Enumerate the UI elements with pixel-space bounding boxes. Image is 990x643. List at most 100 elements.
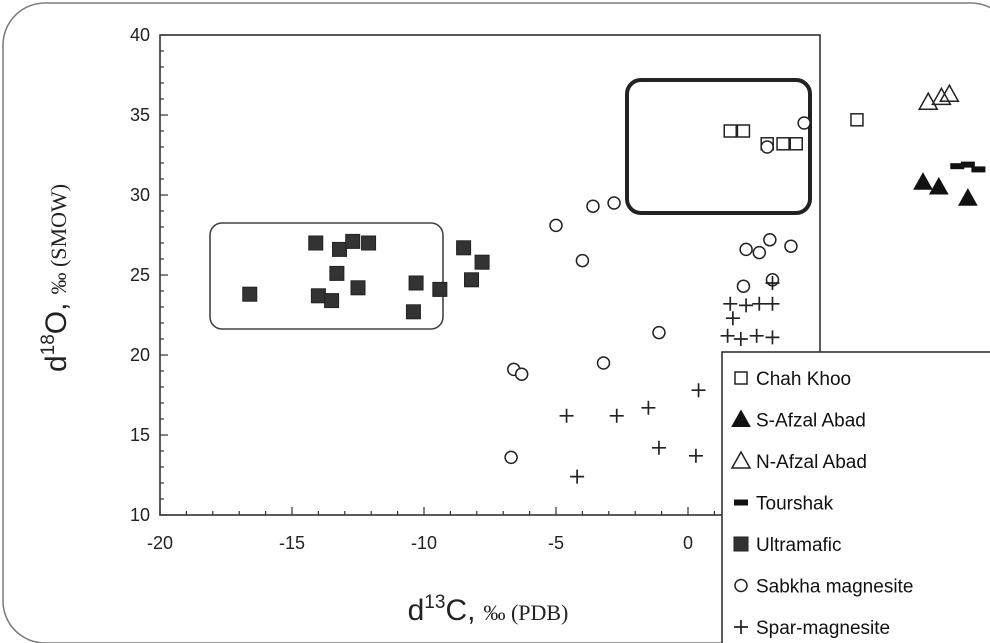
x-tick-label: -15: [279, 533, 305, 553]
point-sabkha-magnesite: [652, 325, 666, 340]
point-ultramafic: [324, 293, 340, 309]
x-axis-title: d13C, ‰ (PDB): [408, 592, 569, 627]
point-ultramafic: [456, 240, 472, 256]
point-spar-magnesite: [559, 408, 574, 423]
series-spar-magnesite: [559, 276, 780, 484]
point-spar-magnesite: [765, 330, 780, 345]
legend-label: Spar-magnesite: [756, 618, 890, 639]
point-sabkha-magnesite: [736, 279, 751, 293]
y-tick-label: 10: [130, 505, 150, 525]
legend-label: Chah Khoo: [756, 369, 851, 390]
x-axis-title-rest: C,: [445, 594, 475, 627]
point-ultramafic: [345, 233, 361, 249]
legend-marker-ultramafic: [733, 536, 749, 552]
point-sabkha-magnesite: [586, 199, 600, 213]
y-axis-title: d18O, ‰ (SMOW): [38, 184, 73, 372]
point-spar-magnesite: [570, 469, 585, 484]
legend-box: [721, 351, 990, 643]
point-sabkha-magnesite: [596, 356, 611, 370]
point-ultramafic: [329, 265, 345, 281]
data-points: [242, 83, 986, 484]
point-ultramafic: [361, 235, 377, 251]
point-sabkha-magnesite: [504, 450, 518, 465]
point-spar-magnesite: [765, 276, 780, 290]
point-spar-magnesite: [725, 311, 740, 326]
y-axis-title-main: d: [40, 355, 73, 372]
point-chah-khoo: [789, 137, 803, 151]
point-sabkha-magnesite: [514, 367, 529, 381]
x-tick-label: 0: [683, 533, 693, 553]
point-sabkha-magnesite: [752, 245, 767, 260]
series-sabkha-magnesite: [504, 116, 811, 465]
point-tourshak: [971, 166, 986, 173]
point-tourshak: [950, 163, 965, 170]
legend-label: Sabkha magnesite: [756, 577, 913, 598]
point-chah-khoo: [776, 137, 790, 151]
point-n-afzal-abad: [939, 83, 960, 102]
legend-label: Tourshak: [756, 494, 834, 515]
legend-marker-chah-khoo: [734, 371, 748, 385]
legend-marker-s-afzal-abad: [731, 409, 751, 427]
legend-item-sabkha-magnesite: Sabkha magnesite: [734, 577, 913, 598]
series-tourshak: [950, 161, 986, 173]
legend-item-spar-magnesite: Spar-magnesite: [734, 618, 890, 639]
point-spar-magnesite: [651, 440, 666, 455]
point-spar-magnesite: [688, 448, 703, 463]
point-sabkha-magnesite: [784, 239, 798, 253]
ultramafic-group-box: [209, 222, 444, 330]
point-ultramafic: [242, 286, 258, 302]
legend-marker-tourshak: [734, 499, 748, 506]
legend-item-tourshak: Tourshak: [734, 494, 834, 515]
point-ultramafic: [408, 275, 424, 291]
point-ultramafic: [464, 272, 480, 288]
x-tick-label: -20: [147, 533, 173, 553]
point-n-afzal-abad: [917, 91, 939, 110]
point-spar-magnesite: [609, 408, 624, 423]
y-tick-label: 20: [130, 345, 150, 365]
x-tick-label: -5: [548, 533, 564, 553]
point-chah-khoo: [850, 113, 864, 127]
x-axis-title-superscript: 13: [424, 592, 445, 613]
legend-label: S-Afzal Abad: [756, 411, 866, 432]
y-tick-label: 40: [130, 25, 150, 45]
point-ultramafic: [405, 304, 421, 320]
point-ultramafic: [332, 241, 348, 257]
y-axis-title-rest: O,: [40, 303, 73, 335]
point-ultramafic: [474, 254, 490, 270]
point-sabkha-magnesite: [797, 116, 811, 130]
legend-label: Ultramafic: [756, 535, 842, 556]
point-sabkha-magnesite: [549, 218, 563, 233]
legend-marker-spar-magnesite: [734, 620, 748, 634]
point-tourshak: [960, 161, 975, 168]
legend-item-s-afzal-abad: S-Afzal Abad: [731, 409, 866, 432]
point-spar-magnesite: [720, 328, 735, 343]
y-axis: 10 15 20 25 30 35 40: [130, 25, 168, 525]
legend-label: N-Afzal Abad: [756, 452, 867, 473]
series-chah-khoo: [723, 113, 864, 151]
point-ultramafic: [350, 280, 366, 296]
y-axis-title-superscript: 18: [38, 334, 59, 355]
series-ultramafic: [242, 233, 490, 320]
point-spar-magnesite: [733, 332, 748, 346]
legend-item-ultramafic: Ultramafic: [733, 535, 842, 556]
point-chah-khoo: [736, 124, 751, 138]
point-ultramafic: [432, 281, 448, 297]
point-n-afzal-abad: [931, 86, 952, 106]
point-spar-magnesite: [739, 298, 754, 313]
x-axis-title-main: d: [408, 594, 425, 627]
series-s-afzal-abad: [913, 172, 978, 206]
point-spar-magnesite: [691, 383, 706, 398]
legend-marker-n-afzal-abad: [730, 450, 752, 469]
point-spar-magnesite: [723, 296, 738, 311]
y-axis-title-unit: ‰ (SMOW): [46, 184, 71, 295]
point-spar-magnesite: [641, 400, 656, 415]
x-axis-title-unit: ‰ (PDB): [483, 600, 568, 625]
y-tick-label: 15: [130, 425, 150, 445]
legend-marker-sabkha-magnesite: [734, 578, 748, 593]
x-tick-label: -10: [411, 533, 437, 553]
plot-area: [159, 34, 821, 516]
point-sabkha-magnesite: [763, 233, 777, 247]
y-tick-label: 30: [130, 185, 150, 205]
